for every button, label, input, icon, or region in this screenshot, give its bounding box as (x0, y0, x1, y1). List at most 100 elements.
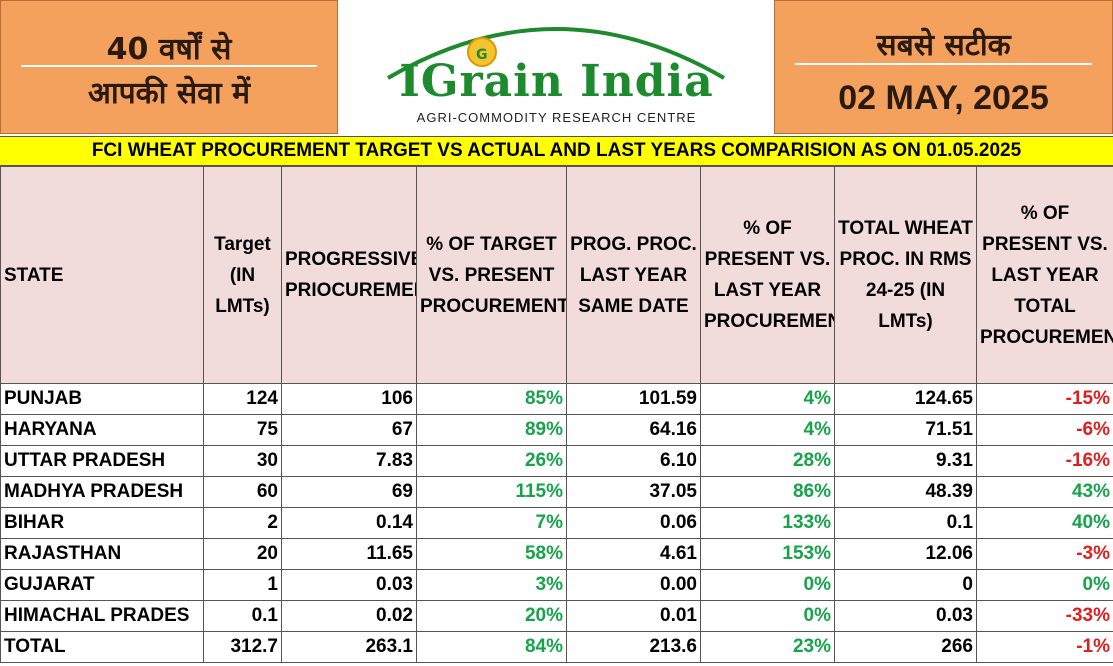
last-year-percent-cell: 4% (700, 383, 835, 415)
total-percent-cell: 40% (976, 507, 1113, 539)
total-percent-cell: -15% (976, 383, 1113, 415)
progressive-cell: 0.02 (281, 600, 417, 632)
total-rms-cell: 71.51 (834, 414, 977, 446)
table-row: PUNJAB 124 106 85% 101.59 4% 124.65 -15% (0, 383, 1113, 415)
progressive-cell: 0.14 (281, 507, 417, 539)
column-header: % OF PRESENT VS. LAST YEAR PROCUREMENT (700, 166, 835, 384)
last-year-percent-cell: 0% (700, 600, 835, 632)
last-year-percent-cell: 28% (700, 445, 835, 477)
last-year-percent-cell: 133% (700, 507, 835, 539)
target-percent-cell: 89% (416, 414, 567, 446)
column-header: % OF PRESENT VS. LAST YEAR TOTAL PROCURE… (976, 166, 1113, 384)
total-percent-cell: -16% (976, 445, 1113, 477)
total-rms-cell: 266 (834, 631, 977, 663)
target-percent-cell: 20% (416, 600, 567, 632)
target-percent-cell: 26% (416, 445, 567, 477)
last-year-cell: 0.00 (566, 569, 701, 601)
state-cell: GUJARAT (0, 569, 204, 601)
date-box: सबसे सटीक 02 MAY, 2025 (774, 0, 1113, 134)
target-cell: 75 (203, 414, 282, 446)
last-year-percent-cell: 153% (700, 538, 835, 570)
report-header: 40 वर्षों से आपकी सेवा में G IGrain Indi… (0, 0, 1113, 134)
table-total-row: TOTAL 312.7 263.1 84% 213.6 23% 266 -1% (0, 631, 1113, 663)
last-year-percent-cell: 0% (700, 569, 835, 601)
last-year-cell: 64.16 (566, 414, 701, 446)
column-header: PROG. PROC. LAST YEAR SAME DATE (566, 166, 701, 384)
column-header: % OF TARGET VS. PRESENT PROCUREMENT (416, 166, 567, 384)
report-title: FCI WHEAT PROCUREMENT TARGET VS ACTUAL A… (0, 136, 1113, 166)
target-percent-cell: 7% (416, 507, 567, 539)
column-header: TOTAL WHEAT PROC. IN RMS 24-25 (IN LMTs) (834, 166, 977, 384)
progressive-cell: 106 (281, 383, 417, 415)
total-rms-cell: 12.06 (834, 538, 977, 570)
table-row: GUJARAT 1 0.03 3% 0.00 0% 0 0% (0, 569, 1113, 601)
logo-wordmark: IGrain India (399, 56, 714, 107)
date-divider (795, 63, 1092, 65)
total-percent-cell: -1% (976, 631, 1113, 663)
progressive-cell: 263.1 (281, 631, 417, 663)
total-rms-cell: 0.03 (834, 600, 977, 632)
last-year-cell: 101.59 (566, 383, 701, 415)
table-row: UTTAR PRADESH 30 7.83 26% 6.10 28% 9.31 … (0, 445, 1113, 477)
last-year-cell: 213.6 (566, 631, 701, 663)
table-header-row: STATE Target (IN LMTs) PROGRESSIVE PRIOC… (0, 166, 1113, 384)
total-percent-cell: -33% (976, 600, 1113, 632)
procurement-table: STATE Target (IN LMTs) PROGRESSIVE PRIOC… (0, 166, 1113, 663)
total-rms-cell: 48.39 (834, 476, 977, 508)
total-rms-cell: 124.65 (834, 383, 977, 415)
target-cell: 20 (203, 538, 282, 570)
state-cell: RAJASTHAN (0, 538, 204, 570)
state-cell: BIHAR (0, 507, 204, 539)
tagline-line1: 40 वर्षों से (106, 32, 232, 67)
tagline-box: 40 वर्षों से आपकी सेवा में (0, 0, 338, 134)
target-cell: 30 (203, 445, 282, 477)
progressive-cell: 67 (281, 414, 417, 446)
state-cell: TOTAL (0, 631, 204, 663)
target-cell: 0.1 (203, 600, 282, 632)
state-cell: PUNJAB (0, 383, 204, 415)
table-row: RAJASTHAN 20 11.65 58% 4.61 153% 12.06 -… (0, 538, 1113, 570)
last-year-percent-cell: 23% (700, 631, 835, 663)
tagline-line2: आपकी सेवा में (87, 76, 251, 111)
state-cell: MADHYA PRADESH (0, 476, 204, 508)
progressive-cell: 69 (281, 476, 417, 508)
progressive-cell: 7.83 (281, 445, 417, 477)
last-year-cell: 6.10 (566, 445, 701, 477)
accuracy-tagline: सबसे सटीक (876, 28, 1011, 63)
table-row: HIMACHAL PRADES 0.1 0.02 20% 0.01 0% 0.0… (0, 600, 1113, 632)
last-year-cell: 0.01 (566, 600, 701, 632)
svg-text:G: G (476, 47, 488, 63)
column-header: STATE (0, 166, 204, 384)
target-percent-cell: 3% (416, 569, 567, 601)
total-rms-cell: 9.31 (834, 445, 977, 477)
tagline-divider (21, 65, 317, 67)
total-percent-cell: -3% (976, 538, 1113, 570)
last-year-cell: 4.61 (566, 538, 701, 570)
progressive-cell: 0.03 (281, 569, 417, 601)
logo-arc-icon: G (386, 27, 726, 80)
target-percent-cell: 115% (416, 476, 567, 508)
target-percent-cell: 85% (416, 383, 567, 415)
last-year-cell: 0.06 (566, 507, 701, 539)
column-header: Target (IN LMTs) (203, 166, 282, 384)
total-percent-cell: 0% (976, 569, 1113, 601)
last-year-percent-cell: 86% (700, 476, 835, 508)
table-row: HARYANA 75 67 89% 64.16 4% 71.51 -6% (0, 414, 1113, 446)
total-rms-cell: 0.1 (834, 507, 977, 539)
state-cell: UTTAR PRADESH (0, 445, 204, 477)
state-cell: HIMACHAL PRADES (0, 600, 204, 632)
brand-logo: G IGrain India AGRI-COMMODITY RESEARCH C… (340, 0, 773, 134)
logo-subtitle: AGRI-COMMODITY RESEARCH CENTRE (416, 110, 697, 125)
target-cell: 2 (203, 507, 282, 539)
total-percent-cell: 43% (976, 476, 1113, 508)
target-percent-cell: 84% (416, 631, 567, 663)
target-cell: 1 (203, 569, 282, 601)
target-cell: 124 (203, 383, 282, 415)
target-cell: 60 (203, 476, 282, 508)
state-cell: HARYANA (0, 414, 204, 446)
total-rms-cell: 0 (834, 569, 977, 601)
column-header: PROGRESSIVE PRIOCUREMENT (281, 166, 417, 384)
target-percent-cell: 58% (416, 538, 567, 570)
total-percent-cell: -6% (976, 414, 1113, 446)
